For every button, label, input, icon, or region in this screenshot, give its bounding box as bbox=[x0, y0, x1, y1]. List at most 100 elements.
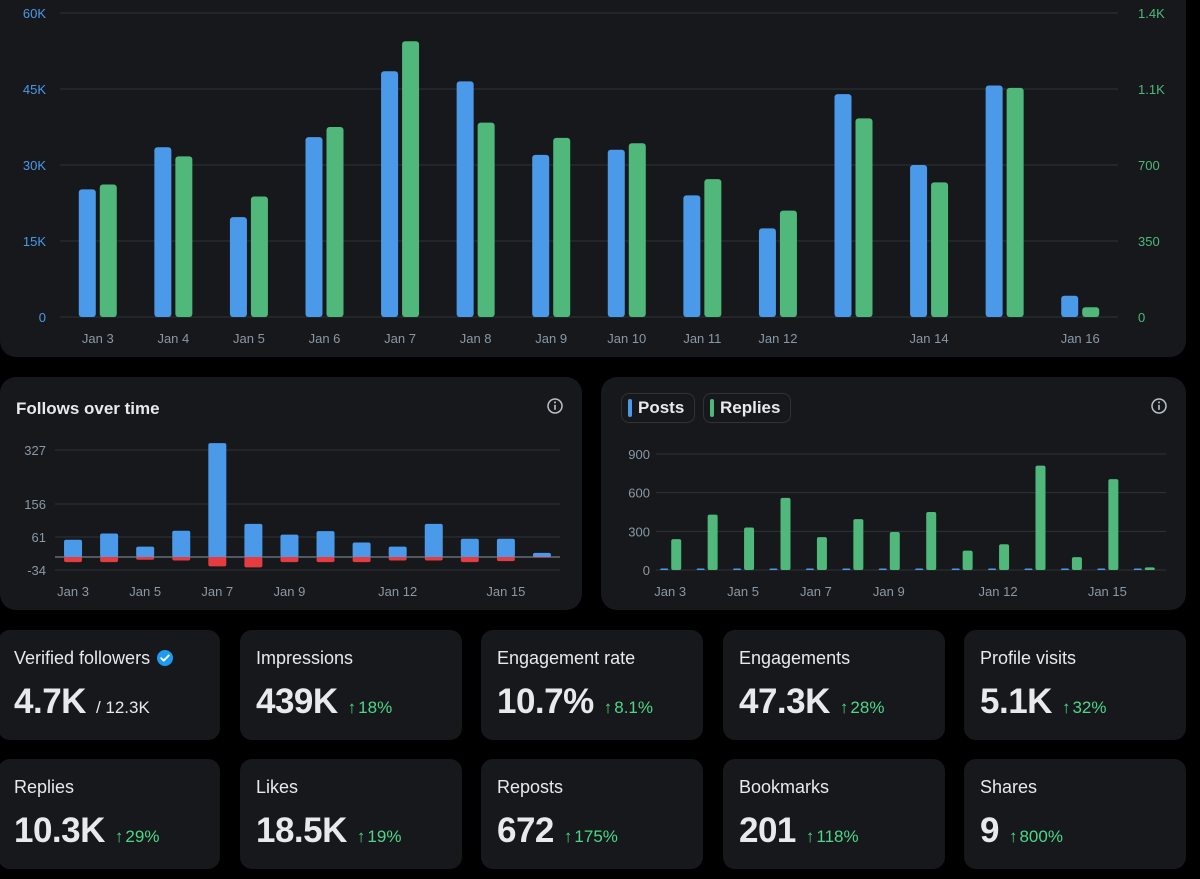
follows-bar bbox=[424, 523, 443, 557]
engagements-bar bbox=[402, 41, 420, 317]
y-tick-label: 0 bbox=[643, 563, 650, 578]
posts-bar bbox=[878, 568, 887, 570]
y-tick-right: 0 bbox=[1138, 310, 1145, 325]
stat-card-engagement-rate[interactable]: Engagement rate 10.7% ↑ 8.1% bbox=[481, 630, 703, 740]
stat-card-profile-visits[interactable]: Profile visits 5.1K ↑ 32% bbox=[964, 630, 1186, 740]
posts-bar bbox=[660, 568, 669, 570]
stat-change-value: 29% bbox=[125, 827, 160, 846]
replies-bar bbox=[889, 531, 900, 570]
stat-card-bookmarks[interactable]: Bookmarks 201 ↑ 118% bbox=[723, 759, 945, 869]
follows-bar bbox=[280, 534, 299, 557]
posts-bar bbox=[1060, 568, 1069, 570]
follows-bar bbox=[100, 533, 119, 557]
posts-bar bbox=[915, 568, 924, 570]
stat-label: Engagements bbox=[739, 648, 851, 668]
posts-swatch bbox=[628, 399, 632, 417]
replies-bar bbox=[744, 527, 755, 570]
follows-bar bbox=[496, 538, 515, 557]
stat-row: 47.3K ↑ 28% bbox=[739, 682, 884, 722]
impressions-bar bbox=[683, 195, 701, 317]
replies-swatch bbox=[710, 399, 714, 417]
legend-posts[interactable]: Posts bbox=[621, 393, 696, 423]
x-tick-label: Jan 15 bbox=[486, 584, 525, 599]
stat-card-reposts[interactable]: Reposts 672 ↑ 175% bbox=[481, 759, 703, 869]
impressions-bar bbox=[154, 147, 172, 317]
x-tick-label: Jan 3 bbox=[82, 331, 114, 346]
follows-bar bbox=[136, 546, 155, 557]
stat-total: / 12.3K bbox=[95, 698, 150, 717]
stat-label: Bookmarks bbox=[739, 777, 830, 797]
y-tick-label: -34 bbox=[27, 563, 46, 578]
stat-change-value: 800% bbox=[1019, 827, 1063, 846]
unfollows-bar bbox=[100, 557, 119, 563]
y-tick-left: 15K bbox=[23, 234, 46, 249]
posts-bar bbox=[988, 568, 997, 570]
x-tick-label: Jan 16 bbox=[1061, 331, 1100, 346]
info-icon[interactable] bbox=[1150, 397, 1168, 420]
stat-row: 672 ↑ 175% bbox=[497, 811, 618, 851]
unfollows-bar bbox=[136, 557, 155, 560]
stat-row: 201 ↑ 118% bbox=[739, 811, 859, 851]
impressions-bar bbox=[229, 217, 247, 317]
follows-chart: 327 156 61 -34 Jan 3 Jan 5 Jan 7 Jan 9 Jan 12 Jan… bbox=[24, 443, 560, 599]
x-tick-label: Jan 8 bbox=[460, 331, 492, 346]
stat-change: ↑ 28% bbox=[840, 698, 885, 718]
stat-label-text: Verified followers bbox=[14, 648, 151, 668]
stat-card-shares[interactable]: Shares 9 ↑ 800% bbox=[964, 759, 1186, 869]
follows-bar bbox=[532, 552, 551, 557]
unfollows-bar bbox=[172, 557, 191, 561]
impressions-bar bbox=[985, 85, 1003, 317]
engagements-bar bbox=[99, 184, 117, 317]
unfollows-bar bbox=[388, 557, 407, 561]
x-tick-label: Jan 3 bbox=[654, 584, 686, 599]
impressions-bar bbox=[910, 165, 928, 317]
x-tick-label: Jan 3 bbox=[57, 584, 89, 599]
posts-bar bbox=[1097, 568, 1106, 570]
stat-card-engagements[interactable]: Engagements 47.3K ↑ 28% bbox=[723, 630, 945, 740]
unfollows-bar bbox=[424, 557, 443, 561]
stat-value: 5.1K bbox=[980, 682, 1052, 721]
legend-posts-label: Posts bbox=[638, 398, 685, 417]
y-tick-label: 327 bbox=[24, 443, 46, 458]
stat-row: 439K ↑ 18% bbox=[256, 682, 392, 722]
stat-row: 10.3K ↑ 29% bbox=[14, 811, 159, 851]
posts-bar bbox=[805, 568, 814, 570]
stat-change: ↑ 32% bbox=[1062, 698, 1107, 718]
stat-value: 10.3K bbox=[14, 811, 105, 850]
y-tick-right: 1.1K bbox=[1138, 82, 1165, 97]
follows-bar bbox=[352, 542, 371, 557]
x-tick-label: Jan 5 bbox=[727, 584, 759, 599]
replies-bar bbox=[816, 537, 827, 570]
stat-row: 9 ↑ 800% bbox=[980, 811, 1063, 851]
follows-bar bbox=[244, 523, 263, 557]
unfollows-bar bbox=[532, 557, 551, 558]
stat-change-value: 118% bbox=[816, 827, 859, 846]
stat-card-likes[interactable]: Likes 18.5K ↑ 19% bbox=[240, 759, 462, 869]
follows-title: Follows over time bbox=[16, 399, 160, 418]
replies-bar bbox=[671, 539, 682, 570]
stat-card-impressions[interactable]: Impressions 439K ↑ 18% bbox=[240, 630, 462, 740]
engagements-bar bbox=[175, 156, 193, 317]
stat-change-value: 175% bbox=[574, 827, 618, 846]
stat-change: ↑ 8.1% bbox=[604, 698, 653, 718]
stat-change: ↑ 118% bbox=[806, 827, 859, 847]
replies-bar bbox=[1144, 567, 1155, 570]
impressions-bar bbox=[381, 71, 399, 318]
info-icon[interactable] bbox=[546, 397, 564, 420]
replies-bar bbox=[999, 544, 1010, 570]
legend-replies[interactable]: Replies bbox=[703, 393, 792, 423]
stat-card-replies[interactable]: Replies 10.3K ↑ 29% bbox=[0, 759, 220, 869]
engagements-bar bbox=[1006, 87, 1024, 318]
replies-bar bbox=[707, 514, 718, 570]
stat-row: 4.7K / 12.3K bbox=[14, 682, 150, 722]
stat-change-value: 8.1% bbox=[614, 698, 653, 717]
unfollows-bar bbox=[244, 557, 263, 568]
replies-bar bbox=[853, 519, 864, 570]
y-tick-left: 60K bbox=[23, 6, 46, 21]
arrow-up-icon: ↑ bbox=[603, 698, 613, 717]
stat-change-value: 28% bbox=[850, 698, 885, 717]
replies-bar bbox=[926, 512, 937, 570]
unfollows-bar bbox=[64, 557, 83, 563]
impressions-bar bbox=[532, 154, 550, 317]
stat-card-verified-followers[interactable]: Verified followers 4.7K / 12.3K bbox=[0, 630, 220, 740]
